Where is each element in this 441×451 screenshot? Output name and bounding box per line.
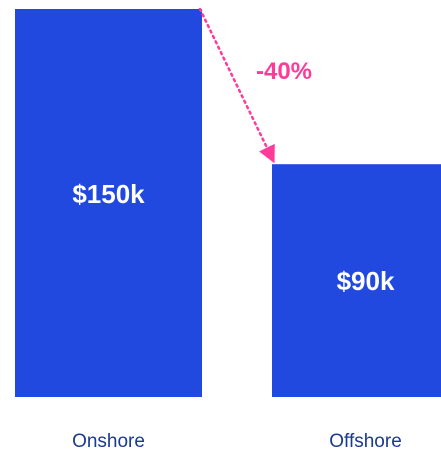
percent-change-label: -40% (256, 58, 312, 85)
value-label-offshore: $90k (337, 266, 395, 296)
category-label-offshore: Offshore (329, 431, 402, 451)
labels-group: $150k Onshore $90k Offshore (72, 179, 402, 451)
value-label-onshore: $150k (72, 179, 145, 209)
bar-offshore (272, 164, 441, 397)
bar-onshore (15, 9, 202, 397)
category-label-onshore: Onshore (72, 431, 145, 451)
annotation-group: -40% (198, 7, 312, 164)
bars-group (15, 9, 441, 397)
change-arrow (198, 7, 275, 164)
